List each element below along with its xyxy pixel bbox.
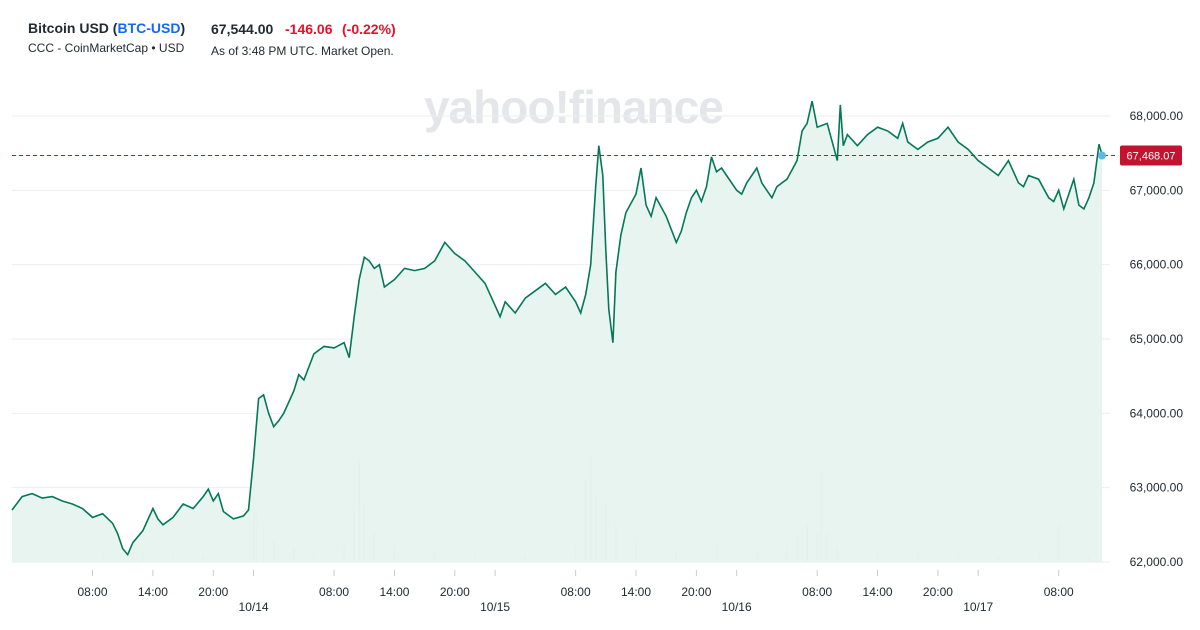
x-axis: 08:00 14:00 20:00 10/14 08:00 14:00 20:00 10/15… bbox=[78, 570, 1074, 614]
x-tick-label: 08:00 bbox=[319, 585, 349, 599]
y-tick-label: 65,000.00 bbox=[1130, 332, 1184, 346]
price-change-percent: (-0.22%) bbox=[342, 21, 396, 37]
current-price-label-text: 67,468.07 bbox=[1127, 151, 1176, 163]
y-tick-label: 67,000.00 bbox=[1130, 183, 1184, 197]
x-tick-label: 20:00 bbox=[923, 585, 953, 599]
last-price-dot bbox=[1098, 151, 1106, 160]
y-tick-label: 68,000.00 bbox=[1130, 109, 1184, 123]
x-tick-label: 14:00 bbox=[138, 585, 168, 599]
current-price-label: 67,468.07 bbox=[1120, 145, 1182, 166]
quote-header: Bitcoin USD (BTC-USD) CCC - CoinMarketCa… bbox=[0, 0, 1200, 70]
x-tick-label: 08:00 bbox=[561, 585, 591, 599]
y-axis: 68,000.00 67,000.00 66,000.00 65,000.00 64,0… bbox=[1130, 109, 1184, 569]
yahoo-finance-watermark: yahoo!finance bbox=[424, 81, 724, 133]
as-of-timestamp: As of 3:48 PM UTC. Market Open. bbox=[211, 44, 394, 58]
y-tick-label: 63,000.00 bbox=[1130, 481, 1184, 495]
x-tick-label: 14:00 bbox=[863, 585, 893, 599]
x-tick-label: 10/17 bbox=[963, 600, 993, 614]
x-tick-label: 10/15 bbox=[480, 600, 510, 614]
x-tick-label: 08:00 bbox=[1044, 585, 1074, 599]
y-tick-label: 66,000.00 bbox=[1130, 258, 1184, 272]
x-tick-label: 20:00 bbox=[198, 585, 228, 599]
x-tick-label: 20:00 bbox=[440, 585, 470, 599]
current-price-label-bg bbox=[1120, 145, 1182, 166]
x-tick-label: 14:00 bbox=[379, 585, 409, 599]
x-tick-label: 10/16 bbox=[722, 600, 752, 614]
asset-name: Bitcoin USD bbox=[28, 20, 109, 36]
y-tick-label: 64,000.00 bbox=[1130, 406, 1184, 420]
x-tick-label: 08:00 bbox=[802, 585, 832, 599]
x-tick-label: 08:00 bbox=[78, 585, 108, 599]
data-source: CCC - CoinMarketCap • USD bbox=[28, 41, 185, 55]
current-price: 67,544.00 bbox=[211, 21, 274, 37]
price-change: -146.06 bbox=[285, 21, 333, 37]
y-tick-label: 62,000.00 bbox=[1130, 555, 1184, 569]
x-tick-label: 14:00 bbox=[621, 585, 651, 599]
price-area-fill bbox=[12, 101, 1102, 562]
x-tick-label: 20:00 bbox=[681, 585, 711, 599]
asset-title: Bitcoin USD (BTC-USD) bbox=[28, 20, 186, 36]
ticker-link[interactable]: BTC-USD bbox=[117, 20, 181, 36]
price-line bbox=[11, 100, 1103, 557]
x-tick-label: 10/14 bbox=[239, 600, 269, 614]
